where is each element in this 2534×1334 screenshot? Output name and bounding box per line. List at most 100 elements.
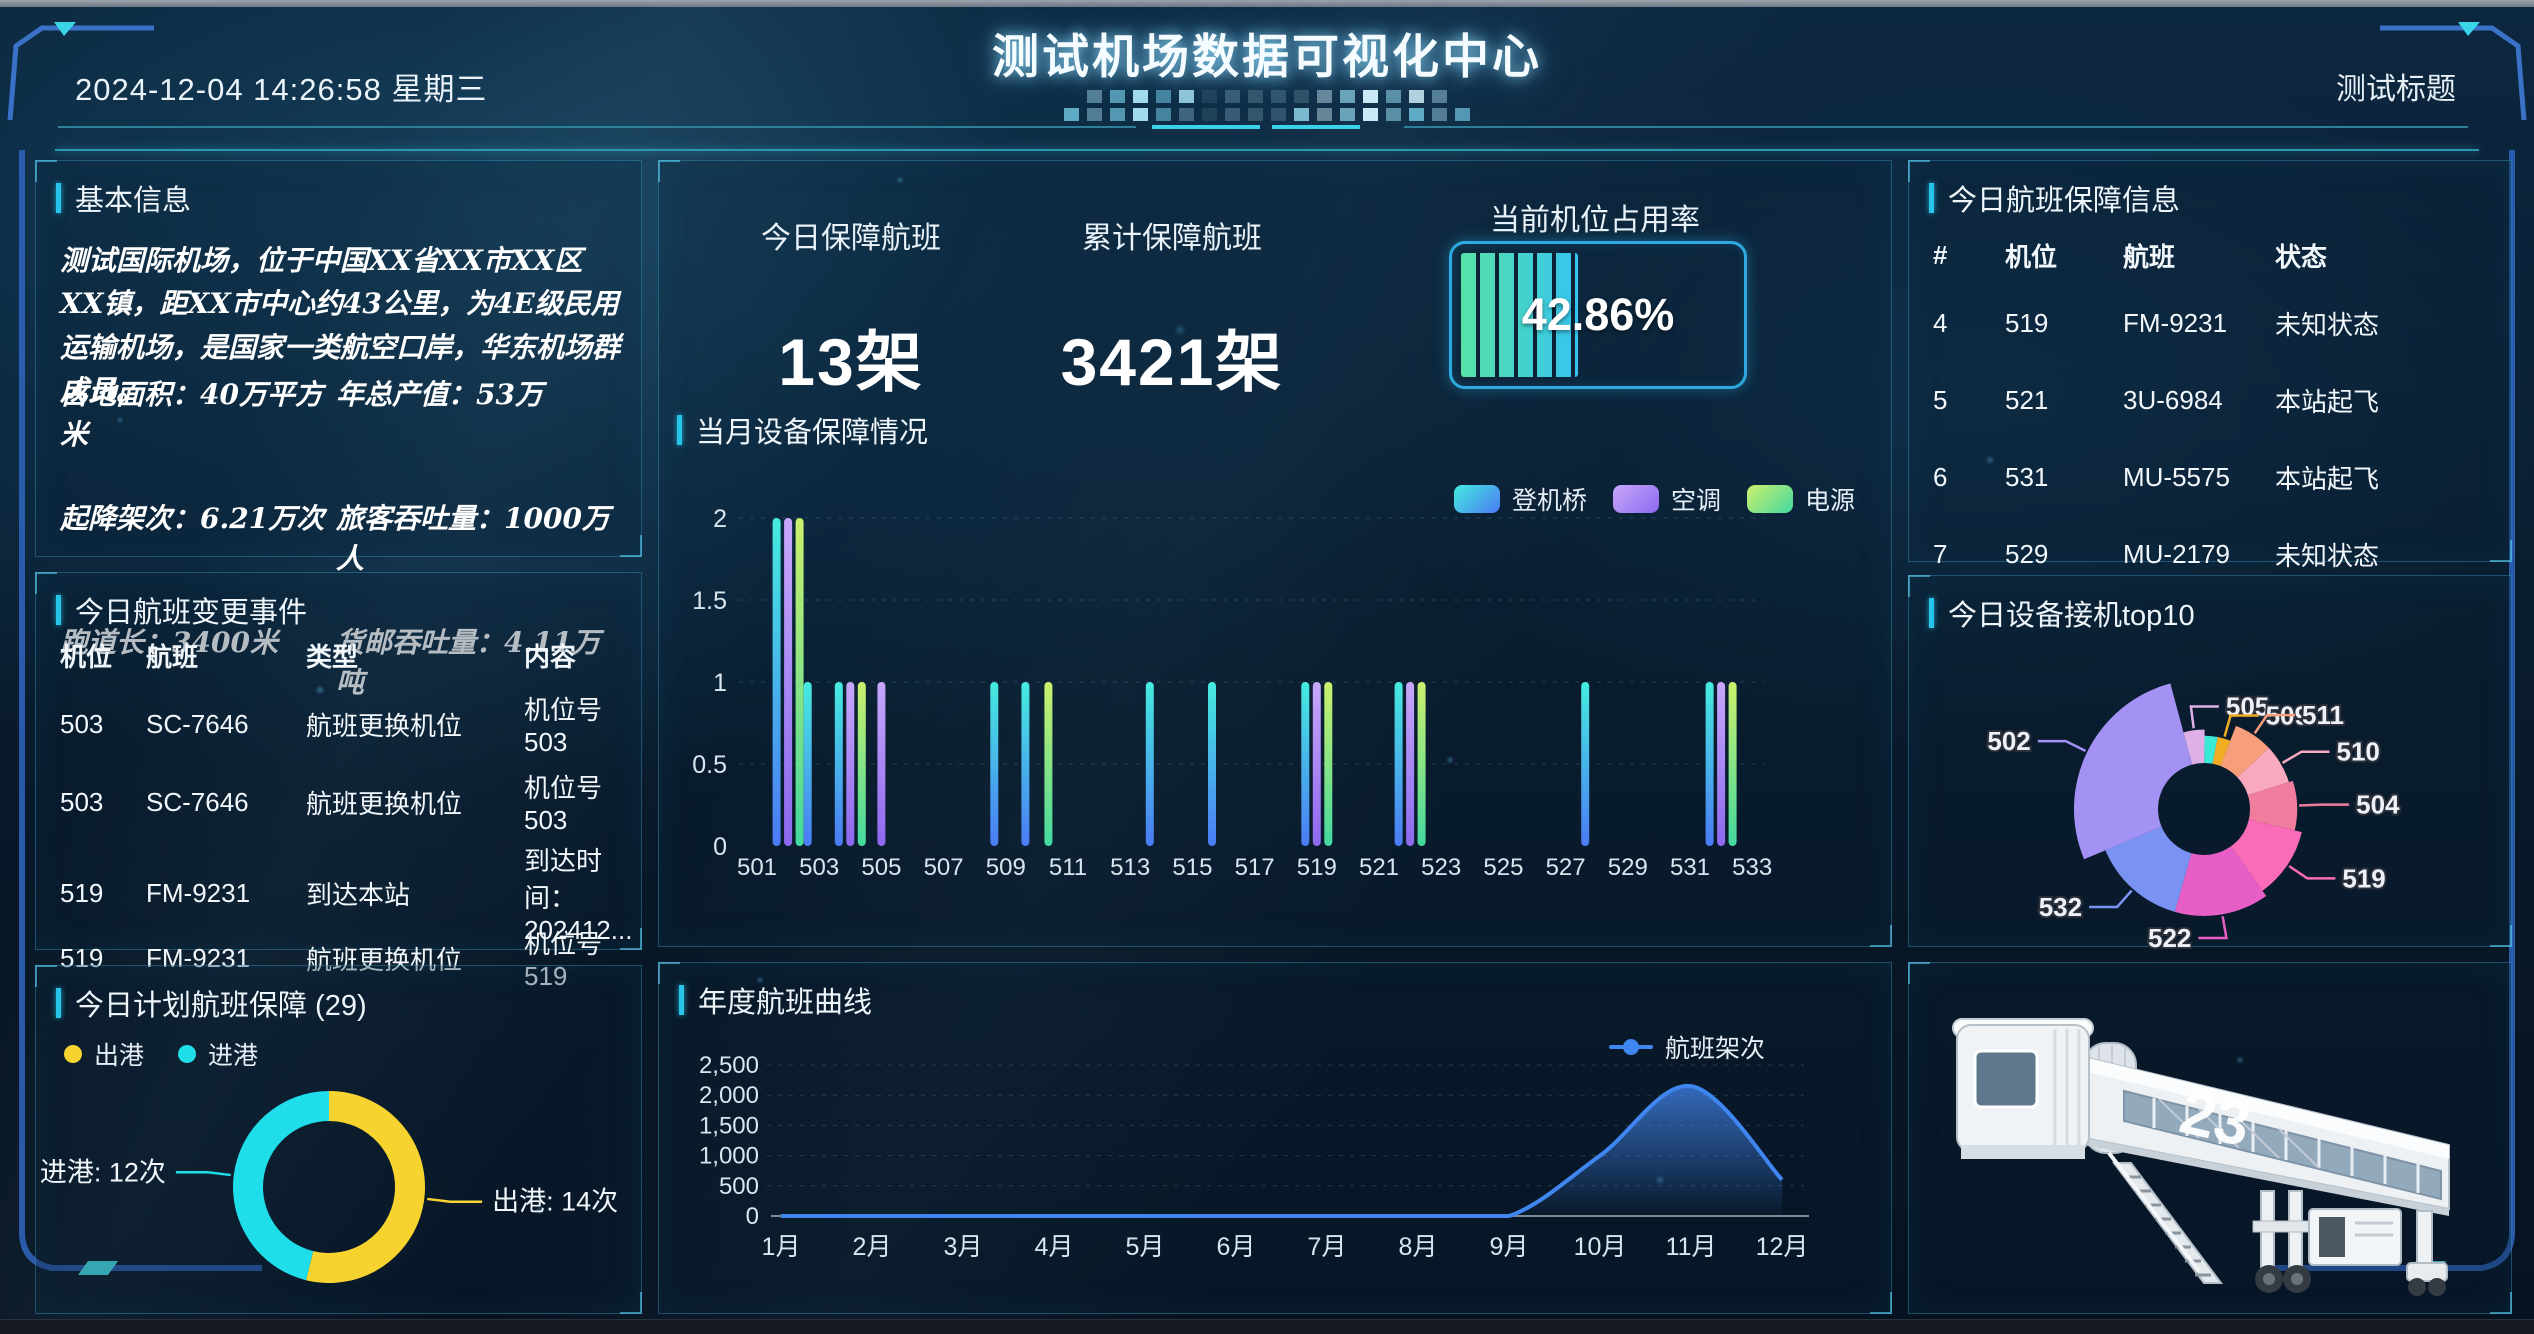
panel-top10-devices: 今日设备接机top10 505 509 511 510 504 519 522 532 502 (1908, 575, 2512, 955)
svg-text:504: 504 (2356, 790, 2400, 820)
svg-text:2月: 2月 (853, 1233, 892, 1261)
legend-item[interactable]: 进港 (178, 1036, 258, 1072)
bridge-number: 23 (2174, 1077, 2257, 1160)
panel-yearly-curve: 年度航班曲线 航班架次 0 500 1,000 1,500 2,000 2,500 1月 2月… (658, 962, 1892, 1314)
header-divider (58, 126, 1136, 128)
svg-text:1,500: 1,500 (699, 1112, 759, 1139)
svg-text:527: 527 (1546, 854, 1586, 881)
svg-text:531: 531 (1670, 854, 1710, 881)
svg-text:511: 511 (2302, 700, 2344, 730)
title-accent-bar (56, 595, 61, 625)
legend-item[interactable]: 出港 (64, 1036, 144, 1072)
svg-text:515: 515 (1172, 854, 1212, 881)
title-decoration (0, 90, 2534, 121)
equipment-bar-chart: 0 0.5 1 1.5 2 501 503 505 507 509 511 513 515 517 519 5… (692, 505, 1772, 881)
occupancy-value: 42.86% (1521, 289, 1675, 340)
svg-text:510: 510 (2337, 737, 2380, 767)
legend-label: 电源 (1804, 487, 1855, 515)
panel-top10-title: 今日设备接机top10 (1948, 600, 2195, 632)
legend-label: 出港 (94, 1042, 145, 1070)
svg-text:503: 503 (799, 854, 839, 881)
svg-text:11月: 11月 (1666, 1233, 1717, 1261)
today-flights-label: 今日保障航班 (761, 222, 941, 255)
datetime-display: 2024-12-04 14:26:58 星期三 (75, 72, 488, 107)
svg-text:517: 517 (1235, 854, 1275, 881)
svg-text:513: 513 (1110, 854, 1150, 881)
legend-label: 进港 (208, 1042, 259, 1070)
table-row: 503 SC-7646 航班更换机位 机位号503 (60, 773, 603, 835)
line-series-label: 航班架次 (1664, 1035, 1765, 1063)
panel-support-info: 今日航班保障信息 # 机位 航班 状态 4 519 FM-9231 未知状态 5 521 3U-69… (1908, 160, 2512, 571)
svg-text:4月: 4月 (1035, 1233, 1074, 1261)
today-flights-value: 13架 (778, 325, 924, 399)
title-accent-bar (677, 415, 682, 445)
svg-text:12月: 12月 (1756, 1233, 1809, 1261)
panel-center-stats-and-equipment: 今日保障航班 13架 累计保障航班 3421架 当前机位占用率 42.86% 当… (658, 160, 1892, 947)
table-row: 503 SC-7646 航班更换机位 机位号503 (60, 695, 603, 757)
panel-planned-flights: 今日计划航班保障 (29) 出港 进港 出港: 14次 进港: 12次 (35, 965, 642, 1314)
jet-bridge-illustration: 23 (1952, 1018, 2450, 1296)
svg-text:6月: 6月 (1217, 1233, 1256, 1261)
line-series-marker (1608, 1039, 1653, 1055)
airport-description: 测试国际机场，位于中国XX省XX市XX区XX镇，距XX市中心约43公里，为4E级… (60, 244, 621, 408)
svg-text:519: 519 (1297, 854, 1337, 881)
svg-text:507: 507 (924, 854, 964, 881)
table-header: # 机位 航班 状态 (1933, 239, 2328, 272)
legend-label: 登机桥 (1511, 487, 1587, 515)
info-stat: 起降架次：6.21万次 (60, 502, 325, 535)
flight-changes-table: 机位 航班 类型 内容 503 SC-7646 航班更换机位 机位号503 503 SC-7646… (60, 625, 632, 997)
svg-text:10月: 10月 (1574, 1233, 1627, 1261)
legend-chip (1612, 485, 1659, 513)
page-title: 测试机场数据可视化中心 (992, 30, 1542, 83)
svg-text:9月: 9月 (1490, 1233, 1529, 1261)
occupancy-battery-fill (1461, 253, 1579, 377)
svg-text:2,500: 2,500 (699, 1052, 759, 1079)
planned-flights-legend: 出港 进港 (64, 1036, 258, 1072)
svg-text:509: 509 (986, 854, 1026, 881)
svg-text:3月: 3月 (944, 1233, 983, 1261)
svg-text:522: 522 (2148, 923, 2191, 953)
svg-text:1: 1 (713, 669, 727, 697)
svg-text:511: 511 (1049, 854, 1087, 881)
table-header: 机位 航班 类型 内容 (60, 641, 577, 672)
svg-text:525: 525 (1483, 854, 1523, 881)
support-info-table: # 机位 航班 状态 4 519 FM-9231 未知状态 5 521 3U-6984 本站起飞 6 53… (1933, 225, 2491, 593)
svg-text:0: 0 (746, 1203, 759, 1230)
svg-text:5月: 5月 (1126, 1233, 1165, 1261)
occupancy-battery-gauge: 42.86% (1449, 241, 1747, 389)
svg-text:出港: 14次: 出港: 14次 (492, 1187, 618, 1217)
svg-text:1.5: 1.5 (692, 587, 727, 615)
planned-flights-donut-chart: 出港: 14次 进港: 12次 (40, 1091, 618, 1283)
cumulative-flights-stat: 累计保障航班 3421架 (1017, 213, 1327, 405)
svg-text:502: 502 (1987, 726, 2030, 756)
header-divider (1152, 125, 1260, 129)
cumulative-flights-value: 3421架 (1060, 325, 1284, 399)
panel-support-info-title: 今日航班保障信息 (1948, 185, 2181, 217)
info-stat: 旅客吞吐量：1000万人 (336, 502, 610, 575)
occupancy-label: 当前机位占用率 (1490, 204, 1700, 237)
legend-item[interactable]: 电源 (1746, 481, 1855, 517)
info-stat: 年总产值：53万 (336, 378, 543, 411)
legend-item[interactable]: 登机桥 (1453, 481, 1587, 517)
yearly-legend[interactable]: 航班架次 (1608, 1029, 1765, 1065)
today-flights-stat: 今日保障航班 13架 (721, 213, 981, 405)
header-divider (55, 149, 2479, 151)
title-accent-bar (679, 985, 684, 1015)
svg-text:7月: 7月 (1308, 1233, 1347, 1261)
legend-dot (64, 1045, 82, 1063)
header-right-title: 测试标题 (2336, 73, 2456, 106)
legend-chip (1746, 485, 1793, 513)
cumulative-flights-label: 累计保障航班 (1082, 222, 1262, 255)
table-row: 6 531 MU-5575 本站起飞 (1933, 462, 2380, 494)
svg-text:0.5: 0.5 (692, 751, 727, 779)
legend-chip (1453, 485, 1500, 513)
header-divider (1404, 126, 2468, 128)
airport-stats: 占地面积：40万平方米 年总产值：53万 起降架次：6.21万次 旅客吞吐量：1000… (60, 373, 620, 701)
svg-text:2: 2 (713, 505, 727, 533)
svg-text:8月: 8月 (1399, 1233, 1438, 1261)
legend-item[interactable]: 空调 (1612, 481, 1721, 517)
title-accent-bar (1929, 183, 1934, 213)
svg-text:505: 505 (861, 854, 901, 881)
svg-text:519: 519 (2342, 863, 2385, 893)
